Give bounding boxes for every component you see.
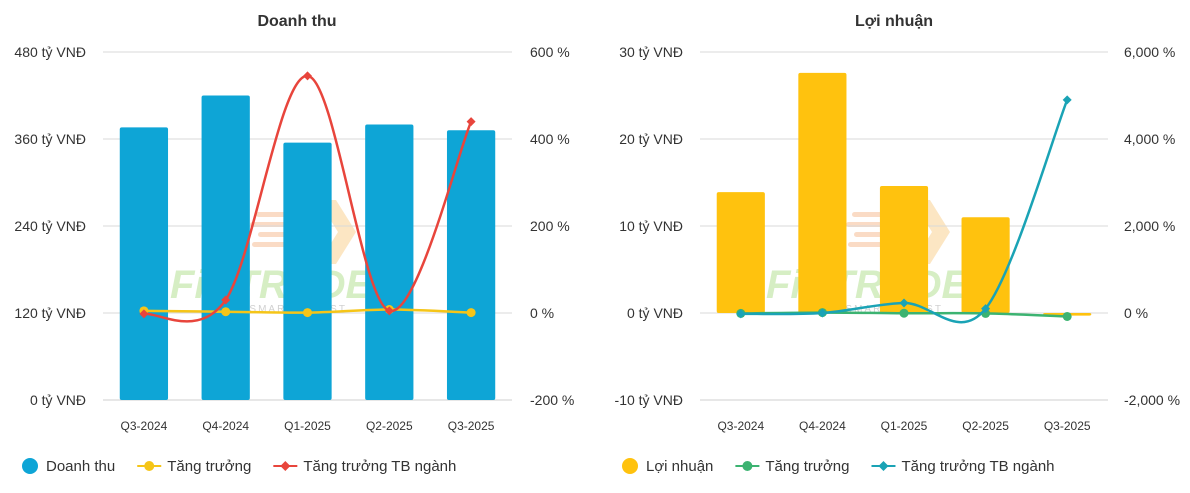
category-label: Q3-2025: [448, 419, 495, 433]
right-tick-label: 600 %: [530, 44, 570, 60]
right-tick-label: 0 %: [1124, 305, 1148, 321]
right-tick-label: -200 %: [530, 392, 574, 408]
line-tang-truong-tb-nganh: [740, 99, 1069, 324]
point-tang-truong-tb-nganh-q4-2024: [221, 295, 231, 305]
point-tang-truong-q3-2025: [466, 308, 476, 318]
left-tick-label: 240 tỷ VNĐ: [14, 218, 86, 234]
point-tang-truong-q1-2025: [303, 308, 312, 318]
point-tang-truong-tb-nganh-q3-2024: [736, 309, 746, 319]
legend-marker: [144, 461, 155, 471]
left-tick-label: 120 tỷ VNĐ: [14, 305, 86, 321]
bar-loi-nhuan-q3-2024: [716, 192, 765, 313]
svg-text:DATA SMART INVEST: DATA SMART INVEST: [212, 304, 347, 315]
left-tick-label: 10 tỷ VNĐ: [619, 218, 683, 234]
bar-doanh-thu-q3-2024: [119, 127, 169, 401]
category-label: Q3-2024: [121, 419, 168, 433]
svg-text:FiNTRADE: FiNTRADE: [170, 263, 374, 307]
point-tang-truong-tb-nganh-q2-2025: [384, 306, 394, 316]
category-axis: Q3-2024 Q4-2024 Q1-2025 Q2-2025 Q3-2025: [121, 419, 495, 433]
right-axis: -200 % 0 % 200 % 400 % 600 %: [530, 44, 574, 408]
point-tang-truong-tb-nganh-q3-2025: [466, 117, 476, 127]
legend-marker: [22, 458, 38, 474]
bar-doanh-thu-q1-2025: [283, 142, 332, 400]
category-label: Q2-2025: [962, 419, 1009, 433]
legend: Lợi nhuận Tăng trưởng Tăng trưởng TB ngành: [622, 458, 1055, 475]
right-axis: -2,000 % 0 % 2,000 % 4,000 % 6,000 %: [1124, 44, 1180, 408]
legend-label: Tăng trưởng: [167, 458, 251, 475]
category-label: Q3-2024: [717, 419, 764, 433]
left-tick-label: 0 tỷ VNĐ: [30, 392, 86, 408]
line-series: [139, 71, 476, 323]
svg-text:FiNTRADE: FiNTRADE: [766, 263, 970, 307]
point-tang-truong-q4-2024: [221, 307, 231, 317]
left-tick-label: 30 tỷ VNĐ: [619, 44, 683, 60]
category-axis: Q3-2024 Q4-2024 Q1-2025 Q2-2025 Q3-2025: [717, 419, 1090, 433]
category-label: Q1-2025: [284, 419, 331, 433]
revenue-chart: FiNTRADE DATA SMART INVEST Doanh thu 0 t…: [14, 13, 574, 475]
legend-marker: [622, 458, 638, 474]
legend-label: Tăng trưởng TB ngành: [901, 458, 1054, 475]
left-axis: -10 tỷ VNĐ 0 tỷ VNĐ 10 tỷ VNĐ 20 tỷ VNĐ 30 t…: [615, 44, 683, 408]
chart-title: Lợi nhuận: [855, 13, 933, 30]
legend-item-tang-truong[interactable]: Tăng trưởng: [137, 458, 251, 475]
svg-text:DATA SMART INVEST: DATA SMART INVEST: [808, 304, 943, 315]
bar-series: [119, 95, 496, 401]
bar-loi-nhuan-q4-2024: [798, 72, 847, 313]
legend-item-tang-truong-tb-nganh[interactable]: Tăng trưởng TB ngành: [871, 458, 1055, 475]
point-tang-truong-tb-nganh-q3-2025: [1062, 95, 1072, 105]
legend-label: Tăng trưởng TB ngành: [303, 458, 456, 475]
right-tick-label: 4,000 %: [1124, 131, 1175, 147]
left-tick-label: 360 tỷ VNĐ: [14, 131, 86, 147]
bar-doanh-thu-q3-2025: [446, 130, 496, 401]
point-tang-truong-tb-nganh-q2-2025: [981, 304, 991, 314]
legend-item-tang-truong[interactable]: Tăng trưởng: [735, 458, 849, 475]
chart-title: Doanh thu: [257, 13, 336, 30]
category-label: Q4-2024: [202, 419, 249, 433]
legend-item-doanh-thu[interactable]: Doanh thu: [22, 458, 115, 475]
category-label: Q4-2024: [799, 419, 846, 433]
legend-item-loi-nhuan[interactable]: Lợi nhuận: [622, 458, 713, 475]
legend-marker: [280, 461, 291, 471]
bar-loi-nhuan-q1-2025: [879, 185, 929, 313]
legend-item-tang-truong-tb-nganh[interactable]: Tăng trưởng TB ngành: [273, 458, 456, 475]
watermark-logo: FiNTRADE DATA SMART INVEST: [766, 200, 970, 315]
left-tick-label: -10 tỷ VNĐ: [615, 392, 683, 408]
legend-label: Tăng trưởng: [765, 458, 849, 475]
left-axis: 0 tỷ VNĐ 120 tỷ VNĐ 240 tỷ VNĐ 360 tỷ VNĐ 48…: [14, 44, 86, 408]
legend-marker: [742, 461, 753, 471]
point-tang-truong-tb-nganh-q1-2025: [303, 71, 312, 81]
bar-doanh-thu-q4-2024: [201, 95, 250, 400]
right-tick-label: 200 %: [530, 218, 570, 234]
right-tick-label: 0 %: [530, 305, 554, 321]
right-tick-label: 400 %: [530, 131, 570, 147]
profit-chart: FiNTRADE DATA SMART INVEST Lợi nhuận -10…: [615, 13, 1181, 475]
legend-marker: [878, 461, 889, 471]
point-tang-truong-tb-nganh-q3-2024: [139, 309, 149, 319]
right-tick-label: 2,000 %: [1124, 218, 1175, 234]
bar-series: [716, 72, 1092, 316]
point-tang-truong-tb-nganh-q4-2024: [817, 308, 827, 318]
line-series: [736, 95, 1072, 324]
legend-label: Lợi nhuận: [646, 458, 713, 475]
bar-doanh-thu-q2-2025: [365, 124, 414, 400]
category-label: Q3-2025: [1044, 419, 1091, 433]
point-tang-truong-tb-nganh-q1-2025: [899, 298, 909, 308]
bar-loi-nhuan-q2-2025: [961, 217, 1010, 313]
right-tick-label: -2,000 %: [1124, 392, 1180, 408]
legend: Doanh thu Tăng trưởng Tăng trưởng TB ngành: [22, 458, 456, 475]
category-label: Q1-2025: [881, 419, 928, 433]
right-tick-label: 6,000 %: [1124, 44, 1175, 60]
legend-label: Doanh thu: [46, 458, 115, 475]
line-tang-truong-tb-nganh: [143, 74, 473, 323]
point-tang-truong-q3-2025: [1062, 311, 1072, 321]
watermark-logo: FiNTRADE DATA SMART INVEST: [170, 200, 374, 315]
left-tick-label: 20 tỷ VNĐ: [619, 131, 683, 147]
category-label: Q2-2025: [366, 419, 413, 433]
point-tang-truong-q1-2025: [899, 308, 909, 318]
left-tick-label: 480 tỷ VNĐ: [14, 44, 86, 60]
left-tick-label: 0 tỷ VNĐ: [627, 305, 683, 321]
